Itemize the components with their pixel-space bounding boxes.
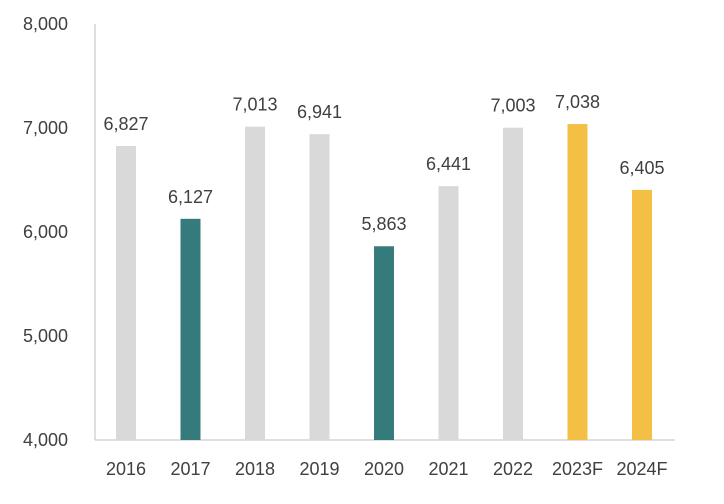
data-label-2021: 6,441 [426, 154, 471, 174]
bar-series [116, 124, 652, 441]
data-label-2024F: 6,405 [619, 158, 664, 178]
data-label-2019: 6,941 [297, 102, 342, 122]
bar-2020 [374, 246, 394, 440]
y-tick-label: 5,000 [23, 326, 68, 346]
bar-2021 [438, 186, 459, 440]
bar-2018 [245, 126, 265, 440]
x-tick-label-2018: 2018 [235, 459, 275, 479]
data-label-2017: 6,127 [168, 187, 213, 207]
bar-2019 [309, 134, 330, 441]
data-labels: 6,827 6,127 7,013 6,941 5,863 6,441 7,003 7,038… [103, 92, 664, 234]
y-axis-ticks: 4,000 5,000 6,000 7,000 8,000 [23, 14, 68, 450]
bar-2016 [116, 145, 136, 440]
x-tick-label-2020: 2020 [364, 459, 404, 479]
y-tick-label: 4,000 [23, 430, 68, 450]
bar-2024F [632, 189, 652, 440]
x-tick-label-2024F: 2024F [616, 459, 667, 479]
x-tick-label-2021: 2021 [428, 459, 468, 479]
y-tick-label: 8,000 [23, 14, 68, 34]
bar-2017 [180, 218, 201, 440]
x-tick-label-2023F: 2023F [552, 459, 603, 479]
x-tick-label-2017: 2017 [170, 459, 210, 479]
bar-2023F [567, 124, 588, 440]
bar-2022 [503, 127, 523, 441]
y-tick-label: 7,000 [23, 118, 68, 138]
data-label-2016: 6,827 [103, 114, 148, 134]
data-label-2023F: 7,038 [555, 92, 600, 112]
x-tick-label-2019: 2019 [299, 459, 339, 479]
data-label-2022: 7,003 [490, 96, 535, 116]
y-tick-label: 6,000 [23, 222, 68, 242]
data-label-2018: 7,013 [232, 95, 277, 115]
x-axis-ticks: 2016 2017 2018 2019 2020 2021 2022 2023F 2024F [106, 459, 668, 479]
data-label-2020: 5,863 [361, 214, 406, 234]
x-tick-label-2022: 2022 [493, 459, 533, 479]
x-tick-label-2016: 2016 [106, 459, 146, 479]
